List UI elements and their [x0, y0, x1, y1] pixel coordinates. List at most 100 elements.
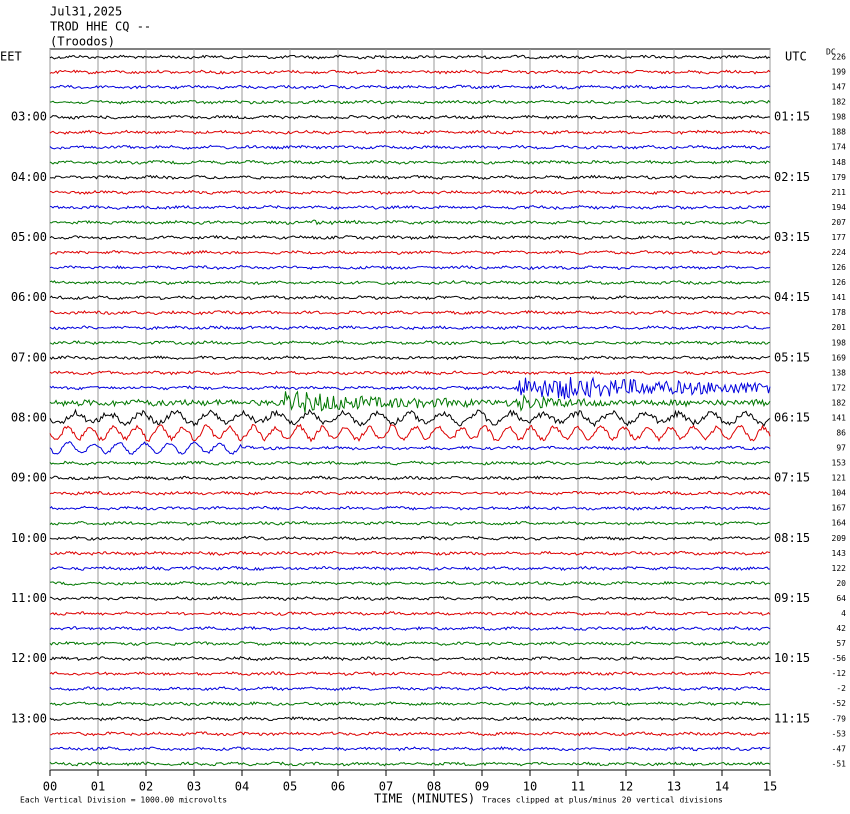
trace [49, 460, 771, 466]
right-time-label: 10:15 [774, 651, 810, 665]
left-time-label: 04:00 [11, 170, 47, 184]
x-tick-label: 08 [427, 780, 441, 794]
x-tick-label: 12 [619, 780, 633, 794]
dc-value: 42 [836, 624, 846, 633]
trace [49, 535, 771, 541]
trace [49, 550, 771, 556]
dc-value: 194 [832, 203, 847, 212]
trace [49, 376, 771, 400]
dc-value: 199 [832, 68, 847, 77]
trace [49, 505, 771, 511]
x-tick-label: 02 [139, 780, 153, 794]
trace [49, 129, 771, 135]
trace [49, 249, 771, 255]
x-axis-label: TIME (MINUTES) [374, 792, 475, 806]
dc-value: -12 [832, 669, 847, 678]
trace [49, 370, 770, 376]
dc-value: 177 [832, 233, 847, 242]
right-time-label: 01:15 [774, 110, 810, 124]
trace [49, 280, 771, 286]
x-tick-label: 10 [523, 780, 537, 794]
left-time-label: 11:00 [11, 591, 47, 605]
trace [49, 189, 771, 196]
trace [49, 475, 771, 481]
trace [49, 671, 770, 677]
dc-value: -52 [832, 699, 847, 708]
dc-value: 121 [832, 474, 847, 483]
dc-value: 4 [841, 609, 846, 618]
trace [49, 295, 771, 301]
right-time-label: 07:15 [774, 471, 810, 485]
dc-value: 188 [832, 128, 847, 137]
trace [49, 234, 771, 241]
dc-value: 226 [832, 53, 847, 62]
trace [49, 731, 771, 737]
dc-value: 207 [832, 218, 847, 227]
left-time-label: 10:00 [11, 531, 47, 545]
dc-value: 122 [832, 564, 847, 573]
dc-value: 57 [836, 639, 846, 648]
station: TROD HHE CQ -- [50, 20, 151, 34]
dc-value: 143 [832, 549, 847, 558]
left-time-label: 07:00 [11, 350, 47, 364]
trace [49, 265, 771, 271]
right-time-label: 06:15 [774, 410, 810, 424]
left-time-label: 06:00 [11, 290, 47, 304]
dc-value: -51 [832, 759, 847, 768]
dc-value: 141 [832, 293, 847, 302]
x-tick-label: 07 [379, 780, 393, 794]
dc-value: 148 [832, 158, 847, 167]
trace [49, 325, 771, 331]
x-tick-label: 09 [475, 780, 489, 794]
dc-value: -79 [832, 714, 847, 723]
dc-value: 211 [832, 188, 847, 197]
trace [49, 746, 771, 752]
x-tick-label: 05 [283, 780, 297, 794]
right-zone: UTC [785, 50, 807, 64]
x-tick-label: 04 [235, 780, 249, 794]
dc-value: 126 [832, 278, 847, 287]
trace [49, 340, 771, 346]
trace [49, 701, 771, 707]
x-tick-label: 06 [331, 780, 345, 794]
left-time-label: 13:00 [11, 711, 47, 725]
date: Jul31,2025 [50, 5, 122, 19]
left-time-label: 08:00 [11, 410, 47, 424]
dc-value: 20 [836, 579, 846, 588]
dc-value: 179 [832, 173, 847, 182]
trace [49, 761, 771, 767]
x-tick-label: 14 [715, 780, 729, 794]
right-time-label: 08:15 [774, 531, 810, 545]
trace [49, 69, 771, 75]
dc-value: 167 [832, 504, 847, 513]
dc-value: 178 [832, 308, 847, 317]
trace [49, 174, 771, 180]
x-tick-label: 13 [667, 780, 681, 794]
x-tick-label: 11 [571, 780, 585, 794]
x-tick-label: 00 [43, 780, 57, 794]
dc-value: 172 [832, 383, 847, 392]
right-time-label: 11:15 [774, 711, 810, 725]
trace [49, 625, 771, 632]
dc-value: -56 [832, 654, 847, 663]
trace [49, 159, 771, 165]
location: (Troodos) [50, 35, 115, 49]
dc-heading: DC [826, 48, 836, 57]
left-time-label: 09:00 [11, 471, 47, 485]
x-tick-label: 01 [91, 780, 105, 794]
dc-value: 198 [832, 338, 847, 347]
dc-value: 147 [832, 83, 847, 92]
x-tick-label: 03 [187, 780, 201, 794]
x-tick-label: 15 [763, 780, 777, 794]
dc-value: 182 [832, 398, 847, 407]
trace [49, 610, 771, 616]
trace [49, 144, 771, 150]
dc-value: 141 [832, 413, 847, 422]
dc-value: 174 [832, 143, 847, 152]
right-time-label: 04:15 [774, 290, 810, 304]
dc-value: 209 [832, 534, 847, 543]
left-time-label: 05:00 [11, 230, 47, 244]
trace [49, 84, 771, 90]
trace [49, 114, 771, 120]
